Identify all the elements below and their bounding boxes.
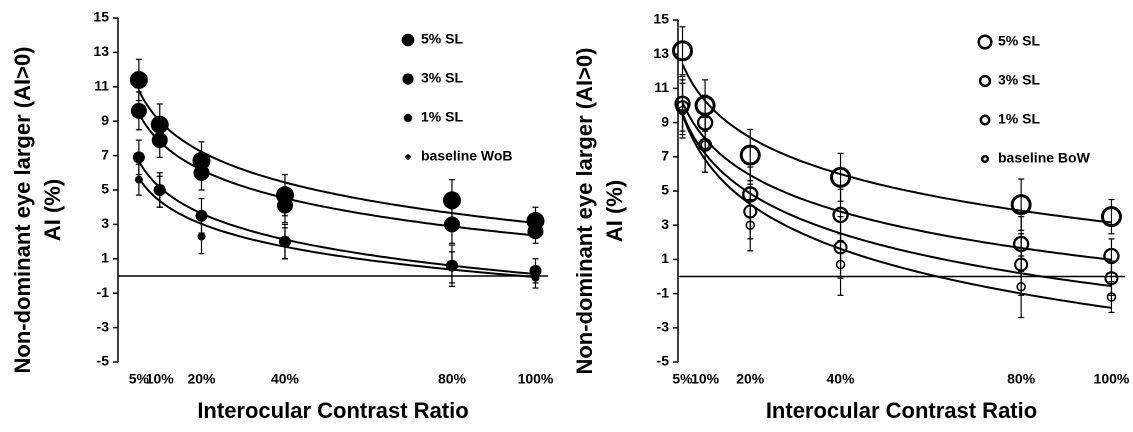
point <box>129 70 148 89</box>
y-tick-label: 9 <box>101 112 109 128</box>
point <box>672 40 694 62</box>
y-tick-label: -3 <box>657 319 670 335</box>
trendline <box>138 177 536 278</box>
legend-label: baseline BoW <box>998 150 1091 166</box>
x-tick-label: 5% <box>129 371 150 387</box>
legend-marker <box>402 73 414 85</box>
x-tick-label: 10% <box>691 371 720 387</box>
y-tick-label: 1 <box>101 250 109 266</box>
legend-label: 5% SL <box>421 31 463 47</box>
y-tick-label: 11 <box>94 78 109 94</box>
point <box>134 175 143 184</box>
error-bar <box>1108 281 1115 314</box>
x-tick-label: 80% <box>438 371 467 387</box>
error-bar <box>679 26 686 76</box>
legend-marker <box>403 113 413 123</box>
y-tick-label: 7 <box>101 146 109 162</box>
x-tick-label: 20% <box>187 371 216 387</box>
x-axis-label: Interocular Contrast Ratio <box>197 398 468 423</box>
legend-label: 5% SL <box>998 33 1040 49</box>
y-tick-label: 15 <box>653 11 669 27</box>
y-tick-label: 5 <box>101 181 109 197</box>
trendline <box>681 101 1112 261</box>
y-tick-label: 3 <box>101 215 109 231</box>
x-tick-label: 10% <box>146 371 175 387</box>
x-tick-label: 100% <box>1094 371 1130 387</box>
trendline <box>681 63 1112 224</box>
point <box>155 187 164 196</box>
point <box>447 263 456 272</box>
point <box>193 164 210 181</box>
y-axis-label: AI (%) <box>602 180 627 242</box>
legend-label: 1% SL <box>998 111 1040 127</box>
legend-label: 3% SL <box>421 70 463 86</box>
x-tick-label: 80% <box>1007 371 1036 387</box>
point <box>745 220 755 230</box>
y-tick-label: 13 <box>653 45 669 61</box>
legend-marker <box>977 34 993 50</box>
error-bar <box>679 82 686 139</box>
y-tick-label: -1 <box>97 284 110 300</box>
point <box>700 140 710 150</box>
point <box>197 232 206 241</box>
point <box>1106 292 1117 302</box>
point <box>443 216 460 233</box>
legend-label: 3% SL <box>998 72 1040 88</box>
point <box>835 259 846 270</box>
error-bar <box>747 198 754 252</box>
point <box>442 191 461 210</box>
y-tick-label: 11 <box>654 79 669 95</box>
legend-label: 1% SL <box>421 109 463 125</box>
legend-marker <box>405 154 411 160</box>
error-bar <box>1108 198 1115 235</box>
y-axis-label: AI (%) <box>40 179 65 241</box>
x-tick-label: 100% <box>518 371 554 387</box>
point <box>132 151 145 164</box>
y-tick-label: -3 <box>97 318 110 334</box>
y-tick-label: 5 <box>661 182 669 198</box>
y-tick-label: -5 <box>657 353 670 369</box>
point <box>130 102 147 119</box>
point <box>830 166 852 188</box>
x-axis-label: Interocular Contrast Ratio <box>766 398 1037 423</box>
error-bar <box>837 233 844 296</box>
y-tick-label: 7 <box>661 148 669 164</box>
y-tick-label: -1 <box>657 284 670 300</box>
y-tick-label: 15 <box>93 9 109 25</box>
point <box>1010 194 1032 216</box>
x-tick-label: 40% <box>827 371 856 387</box>
legend-marker <box>978 74 992 88</box>
point <box>531 273 540 282</box>
legend-marker <box>980 154 990 164</box>
y-axis-label: Non-dominant eye larger (AI>0) <box>572 47 597 374</box>
x-tick-label: 20% <box>736 371 765 387</box>
point <box>739 144 761 166</box>
y-tick-label: -5 <box>97 353 110 369</box>
trendline <box>681 114 1112 309</box>
trendline <box>681 113 1112 288</box>
error-bar <box>1018 255 1025 319</box>
legend-marker <box>401 33 415 47</box>
legend-label: baseline WoB <box>421 148 513 164</box>
point <box>151 132 168 149</box>
point <box>1100 206 1122 228</box>
error-bar <box>702 116 709 173</box>
point <box>276 197 293 214</box>
x-tick-label: 5% <box>672 371 693 387</box>
y-tick-label: 9 <box>661 113 669 129</box>
point <box>527 223 544 240</box>
y-tick-label: 3 <box>661 216 669 232</box>
point <box>280 239 289 248</box>
y-axis-label: Non-dominant eye larger (AI>0) <box>10 46 35 373</box>
y-tick-label: 1 <box>661 250 669 266</box>
legend-marker <box>979 114 991 126</box>
y-tick-label: 13 <box>93 43 109 59</box>
point <box>1016 282 1026 292</box>
x-tick-label: 40% <box>271 371 300 387</box>
point <box>677 105 688 116</box>
